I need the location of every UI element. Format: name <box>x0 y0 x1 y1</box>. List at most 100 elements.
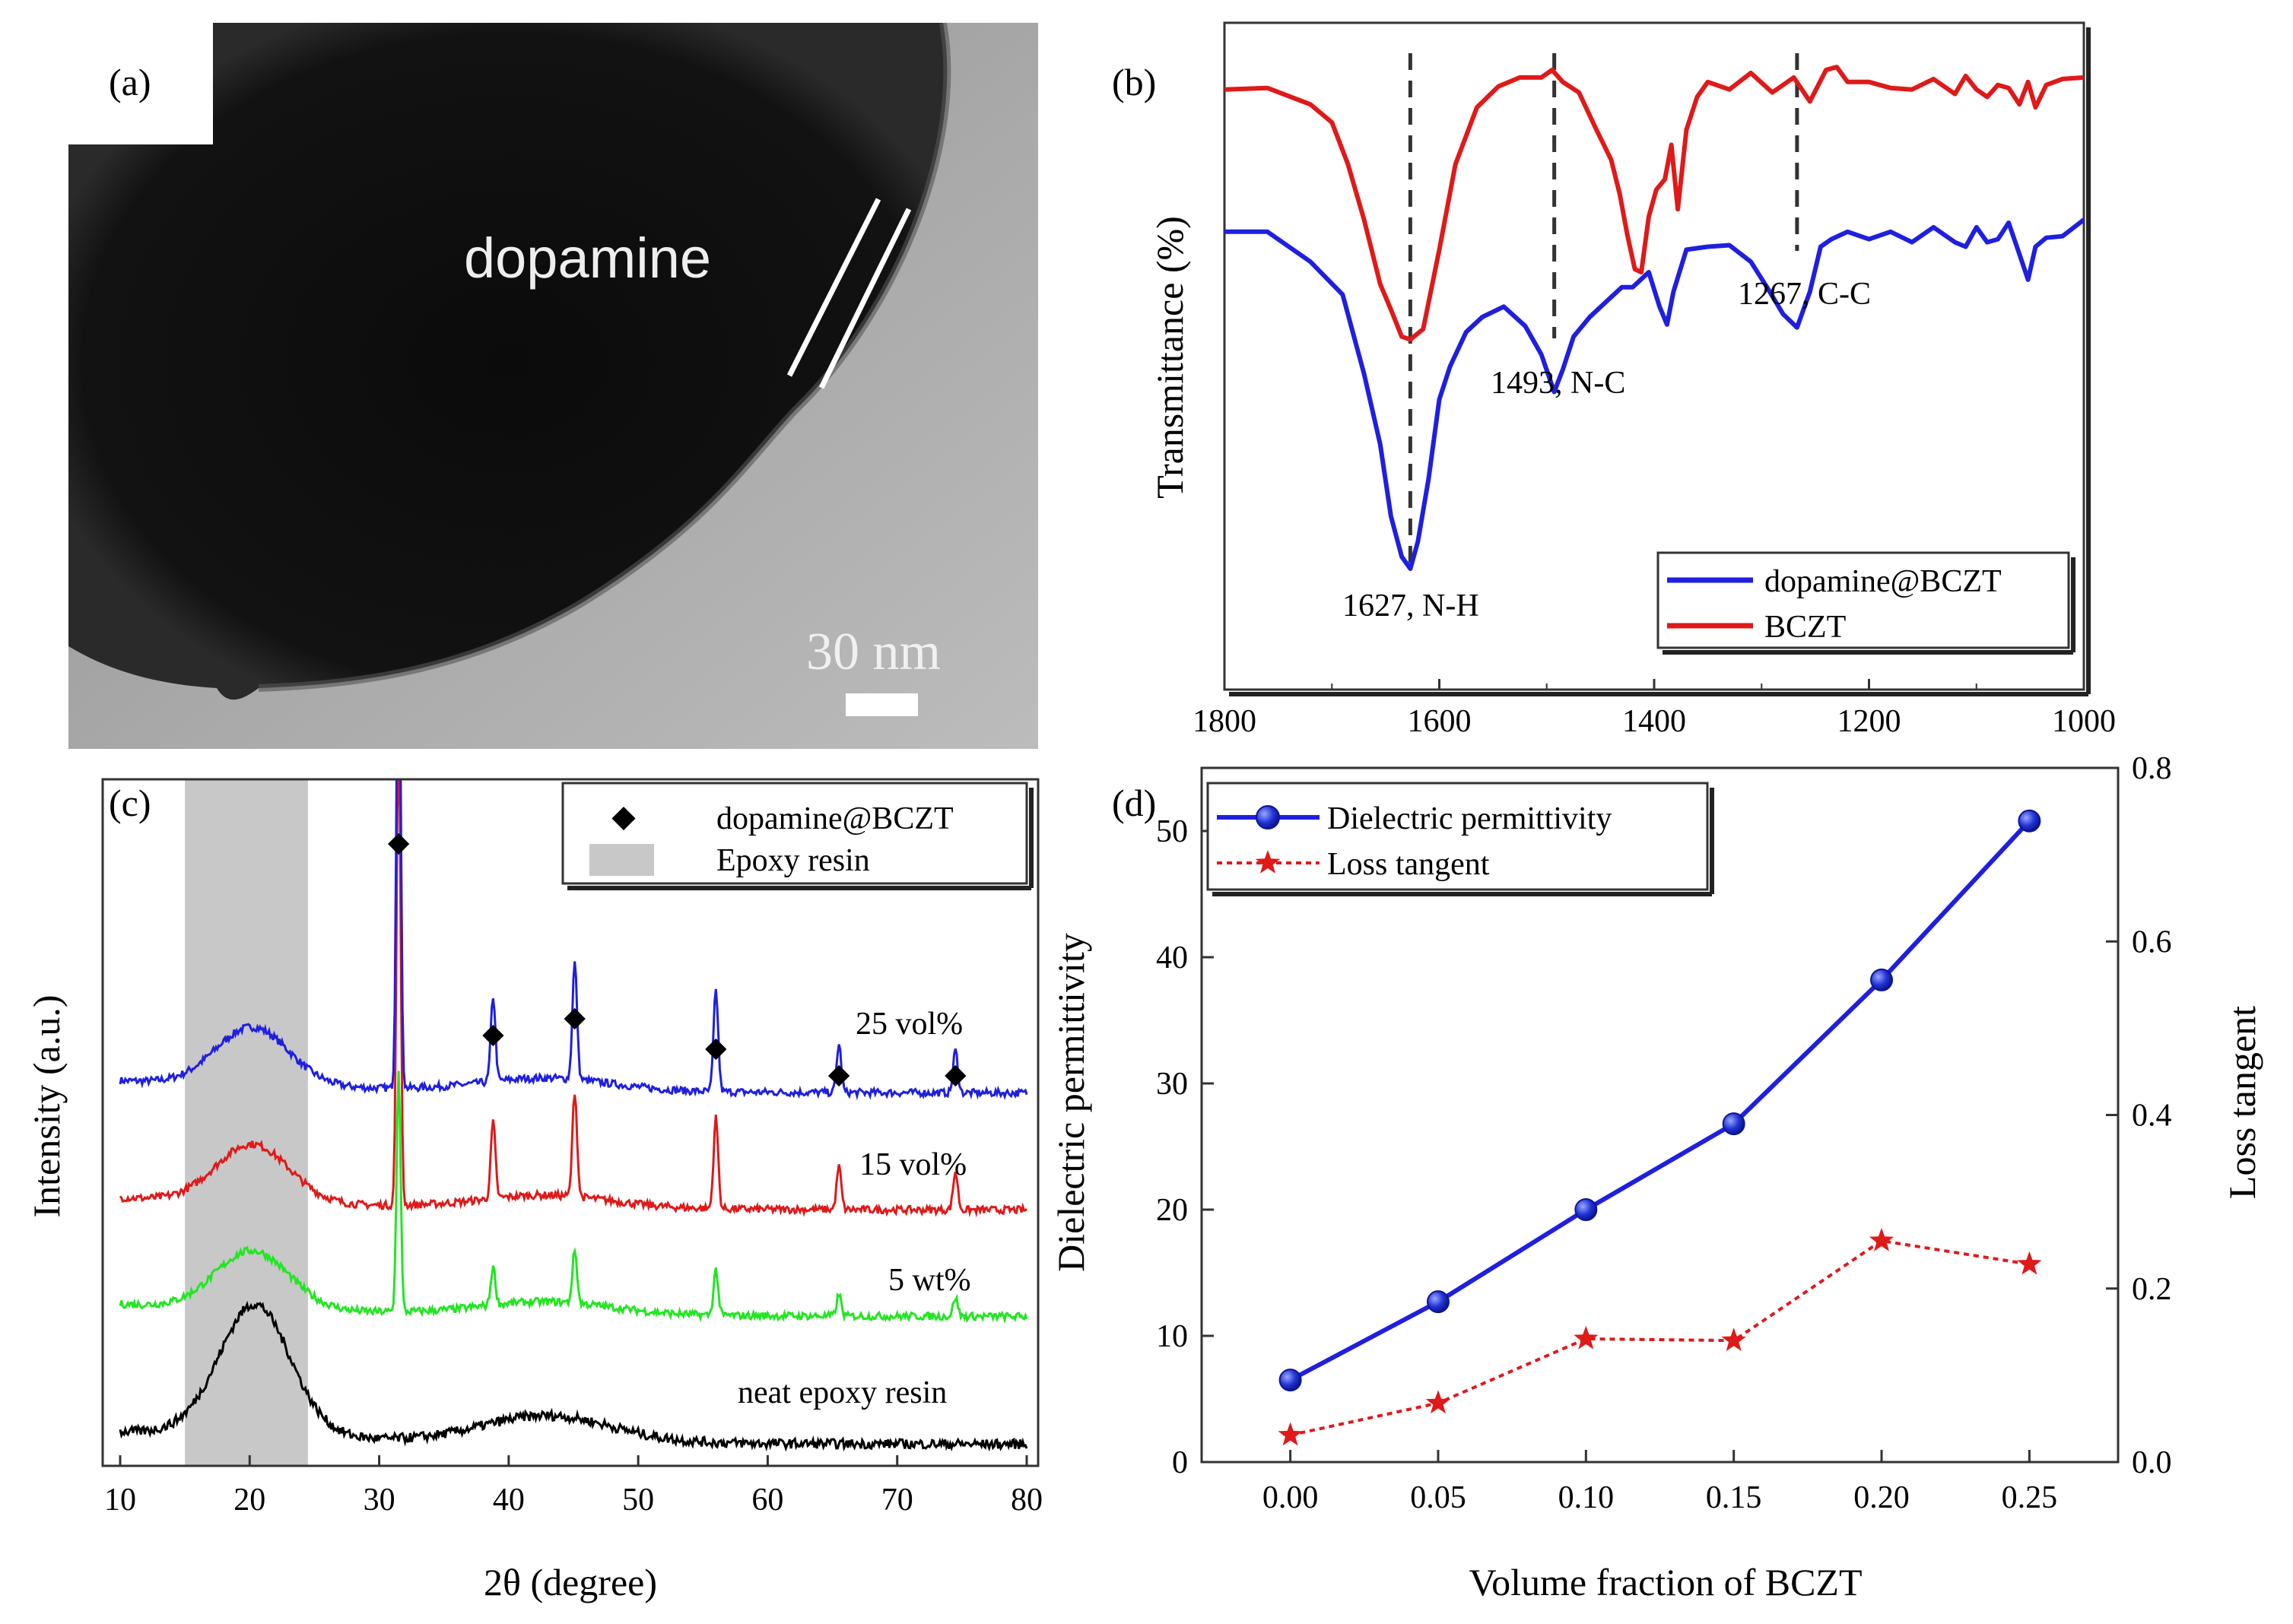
xtick-label-b: 1600 <box>1408 704 1472 739</box>
scale-bar <box>846 693 918 716</box>
xtick-label-c: 10 <box>104 1483 136 1518</box>
markers-d <box>1278 809 2042 1446</box>
xtick-label-c: 50 <box>622 1483 654 1518</box>
legend-box-d <box>1206 782 1709 891</box>
annotation-1267: 1267, C-C <box>1738 277 1871 312</box>
y2tick-label-d: 0.8 <box>2132 751 2172 786</box>
label-box <box>68 23 213 144</box>
series-label-5wt: 5 wt% <box>888 1263 971 1298</box>
xtick-label-c: 40 <box>493 1483 525 1518</box>
legend-label-dopamine-bczt-c: dopamine@BCZT <box>716 801 954 836</box>
xlabel-c: 2θ (degree) <box>484 1561 657 1603</box>
xrd-5wt <box>119 1071 1028 1324</box>
peak-diamond-marker <box>564 1007 586 1030</box>
ytick-label-d: 50 <box>1156 814 1188 849</box>
loss-tangent-point <box>1721 1327 1746 1351</box>
panel-d: 0.00 0.05 0.10 0.15 0.20 0.25 0 10 20 30 40 50 0.0 0.… <box>1050 751 2263 1603</box>
xtick-label-d: 0.15 <box>1706 1480 1762 1515</box>
xrd-neat-epoxy <box>119 1300 1028 1452</box>
legend-c: dopamine@BCZT Epoxy resin <box>561 782 1034 890</box>
xtick-label-d: 0.00 <box>1262 1480 1319 1515</box>
permittivity-point <box>1426 1290 1450 1314</box>
thickness-line-2 <box>818 208 912 389</box>
xlabel-d: Volume fraction of BCZT <box>1469 1561 1862 1603</box>
xrd-25vol <box>119 779 1028 1101</box>
legend-swatch-epoxy <box>589 844 654 876</box>
peak-markers <box>387 833 967 1087</box>
xtick-label-b: 1200 <box>1837 704 1901 739</box>
xtick-label-d: 0.05 <box>1410 1480 1466 1515</box>
legend-label-permittivity: Dielectric permittivity <box>1327 801 1612 836</box>
xtick-label-d: 0.10 <box>1558 1480 1615 1515</box>
xtick-label-c: 20 <box>233 1483 265 1518</box>
ylabel-b: Transmittance (%) <box>1148 216 1191 499</box>
loss-tangent-point <box>1574 1325 1599 1350</box>
panel-label-b: (b) <box>1112 61 1156 103</box>
legend-label-loss: Loss tangent <box>1327 847 1490 882</box>
legend-label-dopamine-bczt: dopamine@BCZT <box>1764 564 2002 599</box>
loss-tangent-point <box>1278 1422 1303 1446</box>
thickness-line-1 <box>786 198 881 377</box>
xtick-label-b: 1800 <box>1193 704 1256 739</box>
ytick-label-d: 30 <box>1156 1067 1188 1102</box>
line-dielectric-permittivity <box>1289 819 2031 1382</box>
line-bczt <box>1224 65 2084 342</box>
xtick-label-c: 70 <box>881 1483 913 1518</box>
permittivity-point <box>1278 1369 1302 1392</box>
ytick-label-d: 20 <box>1156 1193 1188 1228</box>
peak-diamond-marker <box>827 1064 850 1087</box>
ticks-b: 1800 1600 1400 1200 1000 <box>1193 679 2116 739</box>
peak-diamond-marker <box>387 833 410 855</box>
series-label-25vol: 25 vol% <box>856 1007 963 1042</box>
line-dopamine-bczt <box>1224 217 2084 571</box>
peak-diamond-marker <box>945 1064 967 1087</box>
y2tick-label-d: 0.0 <box>2132 1445 2172 1480</box>
ticks-d: 0.00 0.05 0.10 0.15 0.20 0.25 0 10 20 30 40 50 0.0 0.… <box>1156 751 2172 1515</box>
panel-a: (a) dopamine 30 nm <box>68 23 1038 749</box>
ylabel-c: Intensity (a.u.) <box>25 995 68 1218</box>
shaded-band-epoxy <box>185 779 308 1466</box>
y2tick-label-d: 0.4 <box>2132 1099 2172 1134</box>
xtick-label-c: 60 <box>751 1483 783 1518</box>
legend-label-bczt: BCZT <box>1764 610 1846 645</box>
y2tick-label-d: 0.2 <box>2132 1272 2172 1307</box>
legend-box-b <box>1656 551 2070 649</box>
loss-tangent-point <box>2017 1251 2042 1275</box>
annotation-1627: 1627, N-H <box>1342 588 1479 623</box>
panel-b: 1800 1600 1400 1200 1000 (b) Transmittance (… <box>1112 21 2116 739</box>
ticks-c: 10 20 30 40 50 60 70 80 <box>104 1455 1043 1518</box>
loss-tangent-point <box>1425 1390 1451 1414</box>
nanoparticle <box>68 23 948 700</box>
plot-frame-c <box>101 778 1040 1467</box>
coating-shell <box>258 23 951 692</box>
legend-marker-permittivity <box>1256 805 1280 829</box>
series-label-neat: neat epoxy resin <box>738 1375 947 1410</box>
ytick-label-d: 10 <box>1156 1319 1188 1354</box>
xtick-label-d: 0.20 <box>1853 1480 1910 1515</box>
image-text-dopamine: dopamine <box>464 227 711 290</box>
line-loss-tangent <box>1290 1239 2030 1437</box>
panel-c: 10 20 30 40 50 60 70 80 (c) Intensity (a.u.) 2θ… <box>25 778 1043 1603</box>
xtick-label-b: 1400 <box>1622 704 1686 739</box>
permittivity-point <box>1574 1198 1598 1221</box>
ytick-label-d: 40 <box>1156 940 1188 975</box>
legend-b: dopamine@BCZT BCZT <box>1656 551 2075 655</box>
panel-label-a: (a) <box>109 61 151 103</box>
panel-label-c: (c) <box>109 782 151 824</box>
xtick-label-d: 0.25 <box>2002 1480 2058 1515</box>
permittivity-point <box>1870 968 1894 991</box>
permittivity-point <box>1722 1112 1745 1136</box>
y2tick-label-d: 0.6 <box>2132 925 2172 959</box>
xtick-label-b: 1000 <box>2052 704 2116 739</box>
xtick-label-c: 30 <box>364 1483 395 1518</box>
panel-label-d: (d) <box>1112 782 1156 824</box>
xrd-15vol <box>119 779 1028 1218</box>
loss-tangent-point <box>1869 1228 1894 1251</box>
xtick-label-c: 80 <box>1011 1483 1043 1518</box>
series-label-15vol: 15 vol% <box>859 1147 967 1182</box>
y2label-d: Loss tangent <box>2221 1006 2263 1199</box>
annotation-1493: 1493, N-C <box>1491 366 1625 401</box>
ytick-label-d: 0 <box>1172 1445 1188 1480</box>
peak-diamond-marker <box>482 1024 504 1047</box>
